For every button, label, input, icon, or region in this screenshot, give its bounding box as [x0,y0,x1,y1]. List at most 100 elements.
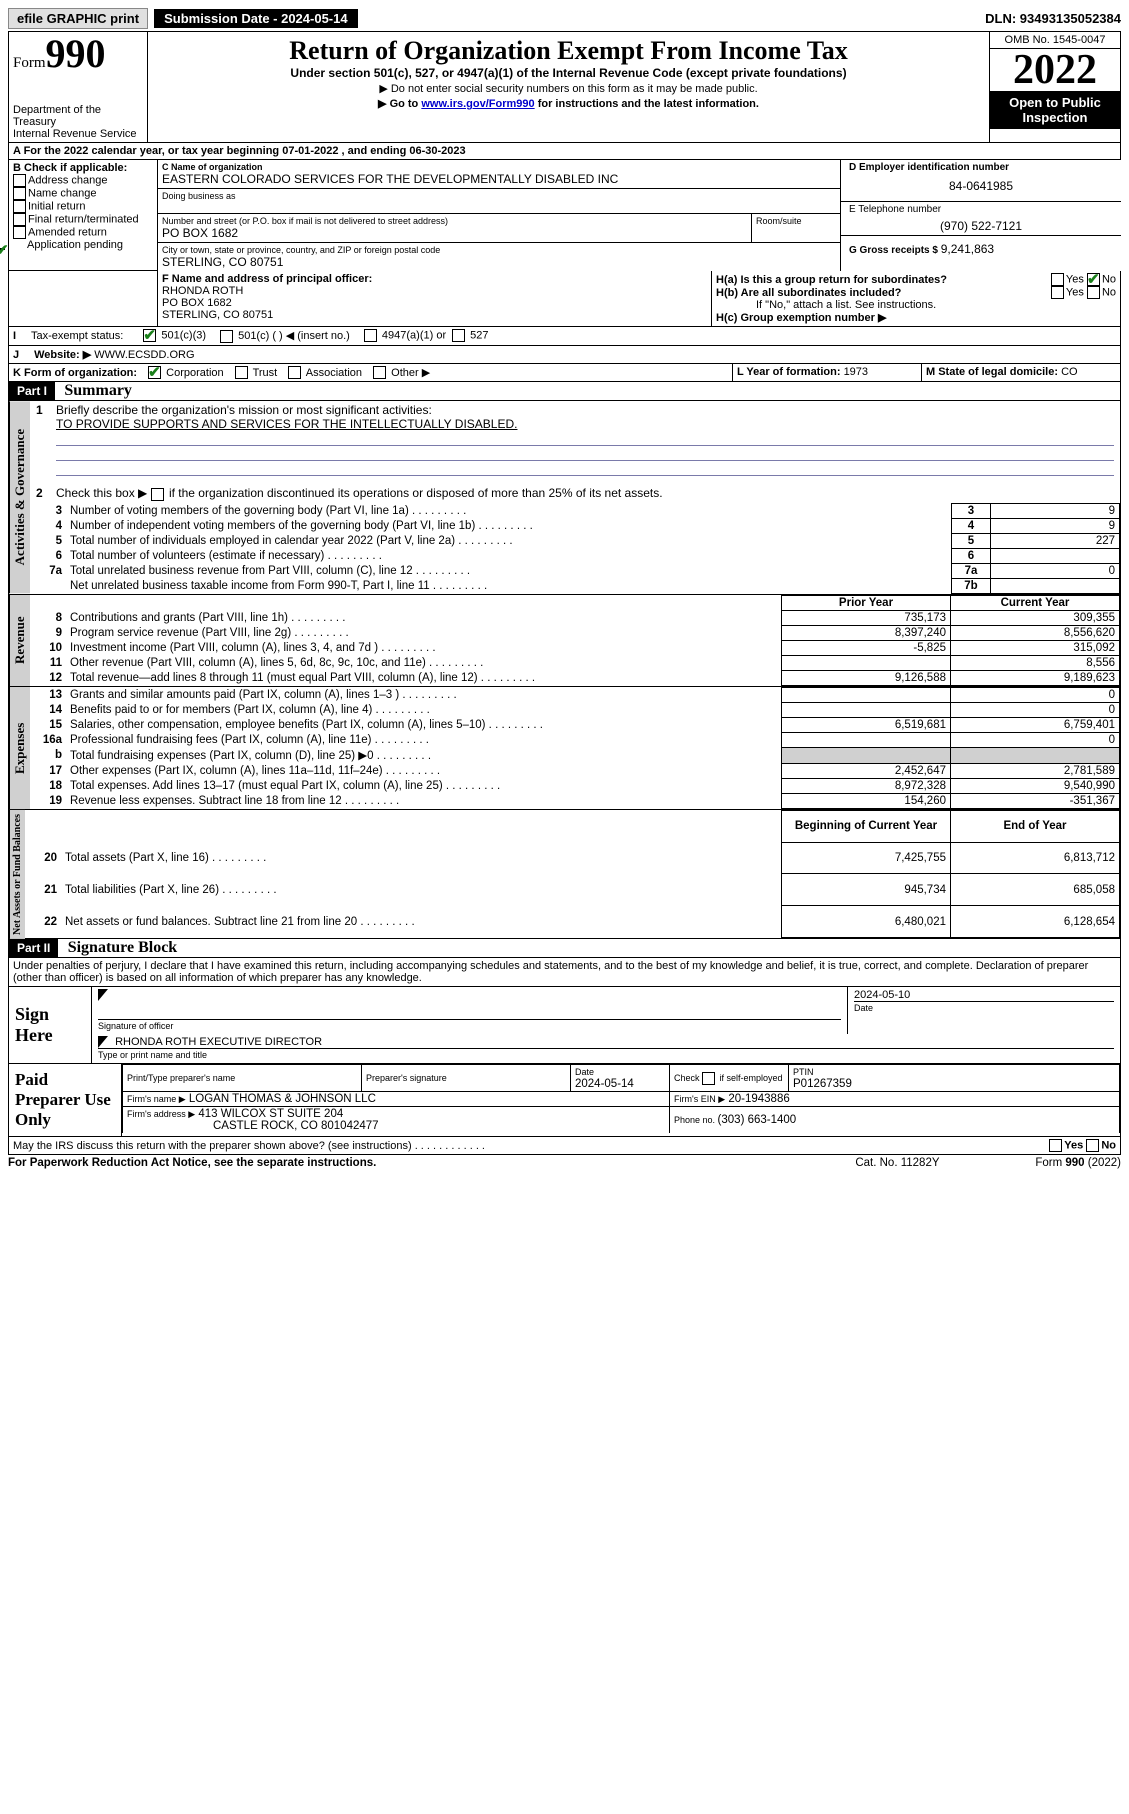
firm-name: LOGAN THOMAS & JOHNSON LLC [189,1093,376,1105]
street-label: Number and street (or P.O. box if mail i… [162,216,747,226]
room-label: Room/suite [756,216,836,226]
b-final: Final return/terminated [28,213,139,225]
firm-ein: 20-1943886 [728,1093,789,1105]
sig-date: 2024-05-10 [854,989,1114,1001]
q2: Check this box ▶ if the organization dis… [56,486,663,500]
self-employed: Check if self-employed [670,1065,789,1092]
b-amend: Amended return [28,226,107,238]
cb-trust[interactable] [235,366,248,379]
cb-4947[interactable] [364,329,377,342]
open-inspection: Open to Public Inspection [990,91,1120,129]
cb-other[interactable] [373,366,386,379]
irs-link[interactable]: www.irs.gov/Form990 [421,98,534,110]
b-addr: Address change [28,174,108,186]
name-arrow-icon [98,1036,108,1048]
goto-post: for instructions and the latest informat… [535,98,759,110]
cb-hb-yes[interactable] [1051,286,1064,299]
prep-date-label: Date [575,1067,594,1077]
cb-501c[interactable] [220,330,233,343]
firm-phone: (303) 663-1400 [718,1114,797,1126]
discuss-yes: Yes [1064,1140,1083,1152]
k-corp: Corporation [166,367,223,379]
cb-self-employed[interactable] [702,1072,715,1085]
irs-label: Internal Revenue Service [13,128,143,140]
cb-address-change[interactable] [13,174,26,187]
sign-here-block: Sign Here Signature of officer 2024-05-1… [8,987,1121,1064]
street: PO BOX 1682 [162,226,747,240]
i-c: 501(c) ( ) ◀ (insert no.) [238,330,350,342]
cb-amended-return[interactable] [13,226,26,239]
form-subtitle: Under section 501(c), 527, or 4947(a)(1)… [154,66,983,80]
declaration: Under penalties of perjury, I declare th… [8,958,1121,987]
hb-no: No [1102,286,1116,298]
officer-addr1: PO BOX 1682 [162,297,232,309]
j-label: J [13,349,31,361]
prep-name-label: Print/Type preparer's name [127,1073,235,1083]
cb-ha-yes[interactable] [1051,273,1064,286]
ha-label: H(a) Is this a group return for subordin… [716,274,947,286]
q1: Briefly describe the organization's miss… [56,403,432,417]
f-label: F Name and address of principal officer: [162,273,372,285]
ein: 84-0641985 [849,179,1113,193]
governance-table: 3Number of voting members of the governi… [30,503,1120,594]
cb-initial-return[interactable] [13,200,26,213]
telephone: (970) 522-7121 [849,219,1113,233]
b-name: Name change [28,187,97,199]
cb-name-change[interactable] [13,187,26,200]
signature-arrow-icon [98,989,108,1001]
website: WWW.ECSDD.ORG [94,349,194,361]
domicile: CO [1061,366,1078,378]
e-label: E Telephone number [849,204,1113,215]
k-assoc: Association [306,367,362,379]
cb-assoc[interactable] [288,366,301,379]
org-name: EASTERN COLORADO SERVICES FOR THE DEVELO… [162,172,836,186]
form-prefix: Form [13,55,46,72]
efile-print-button[interactable]: efile GRAPHIC print [8,8,148,29]
cb-final-return[interactable] [13,213,26,226]
netassets-section: Net Assets or Fund Balances Beginning of… [8,810,1121,940]
line-a: A For the 2022 calendar year, or tax yea… [8,143,1121,160]
netassets-table: Beginning of Current YearEnd of Year20To… [25,810,1120,939]
ptin-label: PTIN [793,1067,814,1077]
discuss-row: May the IRS discuss this return with the… [8,1137,1121,1155]
vlabel-expenses: Expenses [9,687,30,809]
dln-label: DLN: 93493135052384 [985,11,1121,26]
revenue-section: Revenue Prior YearCurrent Year8Contribut… [8,595,1121,687]
part2-badge: Part II [9,939,58,957]
submission-date-button[interactable]: Submission Date - 2024-05-14 [154,9,358,28]
klm-row: K Form of organization: Corporation Trus… [8,364,1121,383]
j-text: Website: ▶ [34,349,91,361]
cb-hb-no[interactable] [1087,286,1100,299]
i-c3: 501(c)(3) [161,330,206,342]
prep-date: 2024-05-14 [575,1078,634,1090]
mission: TO PROVIDE SUPPORTS AND SERVICES FOR THE… [56,417,1114,431]
k-trust: Trust [253,367,278,379]
vlabel-governance: Activities & Governance [9,401,30,593]
footer-cat: Cat. No. 11282Y [855,1157,1035,1169]
form-number: 990 [46,34,106,74]
cb-527[interactable] [452,329,465,342]
i-label: I [13,330,31,342]
cb-501c3[interactable] [143,329,156,342]
cb-application-pending[interactable] [0,245,5,250]
part1-title: Summary [64,382,132,399]
i-text: Tax-exempt status: [31,330,123,342]
vlabel-revenue: Revenue [9,595,30,686]
cb-discuss-yes[interactable] [1049,1139,1062,1152]
dept-label: Department of the Treasury [13,104,143,128]
note-ssn: ▶ Do not enter social security numbers o… [154,82,983,95]
city-label: City or town, state or province, country… [162,245,836,255]
m-label: M State of legal domicile: [926,366,1061,378]
cb-discuss-no[interactable] [1086,1139,1099,1152]
ha-no: No [1102,273,1116,285]
footer: For Paperwork Reduction Act Notice, see … [8,1155,1121,1169]
cb-discontinued[interactable] [151,488,164,501]
part2-header: Part II Signature Block [8,939,1121,958]
sign-here-label: Sign Here [9,987,92,1063]
city: STERLING, CO 80751 [162,255,836,269]
cb-corp[interactable] [148,366,161,379]
paid-preparer-label: Paid Preparer Use Only [9,1064,122,1136]
firm-addr2: CASTLE ROCK, CO 801042477 [213,1120,379,1132]
goto-pre: ▶ Go to [378,98,421,110]
cb-ha-no[interactable] [1087,273,1100,286]
